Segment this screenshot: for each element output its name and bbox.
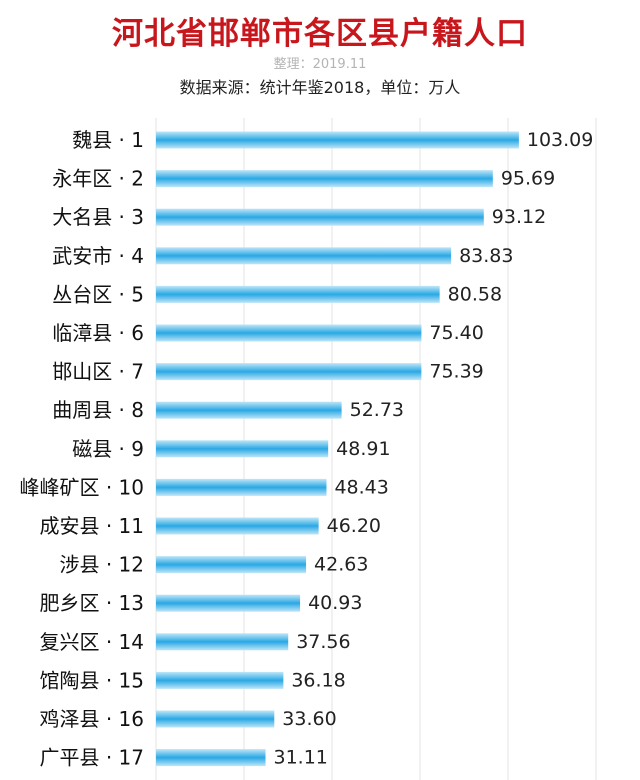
bar-8 — [156, 401, 342, 419]
value-label-14: 37.56 — [296, 631, 350, 653]
bar-15 — [156, 671, 284, 689]
category-label-16: 鸡泽县 · 16 — [39, 707, 144, 731]
value-label-15: 36.18 — [291, 669, 345, 691]
chart-subtitle: 数据来源：统计年鉴2018，单位：万人 — [179, 78, 461, 97]
value-label-12: 42.63 — [314, 554, 368, 576]
category-label-2: 永年区 · 2 — [52, 167, 144, 191]
bar-11 — [156, 517, 319, 535]
category-label-4: 武安市 · 4 — [52, 244, 144, 268]
bar-12 — [156, 556, 307, 574]
category-labels: 魏县 · 1 永年区 · 2 大名县 · 3 武安市 · 4 丛台区 · 5 临漳县 · … — [19, 128, 144, 770]
category-label-7: 邯山区 · 7 — [52, 360, 144, 384]
category-label-15: 馆陶县 · 15 — [39, 668, 144, 692]
chart-title: 河北省邯郸市各区县户籍人口 — [112, 16, 528, 52]
value-labels: 103.09 95.69 93.12 83.83 80.58 75.40 75.39 52.7… — [274, 129, 594, 769]
bar-16 — [156, 710, 275, 728]
category-label-1: 魏县 · 1 — [72, 128, 144, 152]
chart-note: 整理：2019.11 — [273, 57, 367, 72]
bar-6 — [156, 324, 422, 342]
value-label-9: 48.91 — [336, 438, 390, 460]
category-label-17: 广平县 · 17 — [39, 746, 144, 770]
bar-14 — [156, 633, 289, 651]
value-label-6: 75.40 — [429, 322, 483, 344]
bar-2 — [156, 170, 493, 188]
category-label-8: 曲周县 · 8 — [52, 398, 144, 422]
category-label-9: 磁县 · 9 — [72, 437, 144, 461]
category-label-10: 峰峰矿区 · 10 — [19, 475, 144, 499]
bar-9 — [156, 440, 329, 458]
category-label-6: 临漳县 · 6 — [52, 321, 144, 345]
value-label-13: 40.93 — [308, 592, 362, 614]
value-label-10: 48.43 — [334, 476, 388, 498]
bar-17 — [156, 749, 266, 767]
value-label-11: 46.20 — [327, 515, 381, 537]
bar-5 — [156, 285, 440, 303]
category-label-12: 涉县 · 12 — [59, 553, 144, 577]
value-label-7: 75.39 — [429, 361, 483, 383]
category-label-3: 大名县 · 3 — [52, 205, 144, 229]
category-label-14: 复兴区 · 14 — [39, 630, 144, 654]
value-label-4: 83.83 — [459, 245, 513, 267]
value-label-16: 33.60 — [282, 708, 336, 730]
value-label-1: 103.09 — [527, 129, 593, 151]
bar-1 — [156, 131, 519, 149]
value-label-2: 95.69 — [501, 168, 555, 190]
category-label-11: 成安县 · 11 — [39, 514, 144, 538]
bar-7 — [156, 363, 422, 381]
bar-3 — [156, 208, 484, 226]
grid-lines — [155, 118, 597, 780]
category-label-5: 丛台区 · 5 — [52, 282, 144, 306]
value-label-5: 80.58 — [448, 283, 502, 305]
bar-13 — [156, 594, 301, 612]
value-label-3: 93.12 — [492, 206, 546, 228]
value-label-17: 31.11 — [274, 747, 328, 769]
category-label-13: 肥乡区 · 13 — [39, 591, 144, 615]
bar-4 — [156, 247, 452, 265]
bar-10 — [156, 478, 327, 496]
value-label-8: 52.73 — [350, 399, 404, 421]
bars — [156, 131, 519, 767]
